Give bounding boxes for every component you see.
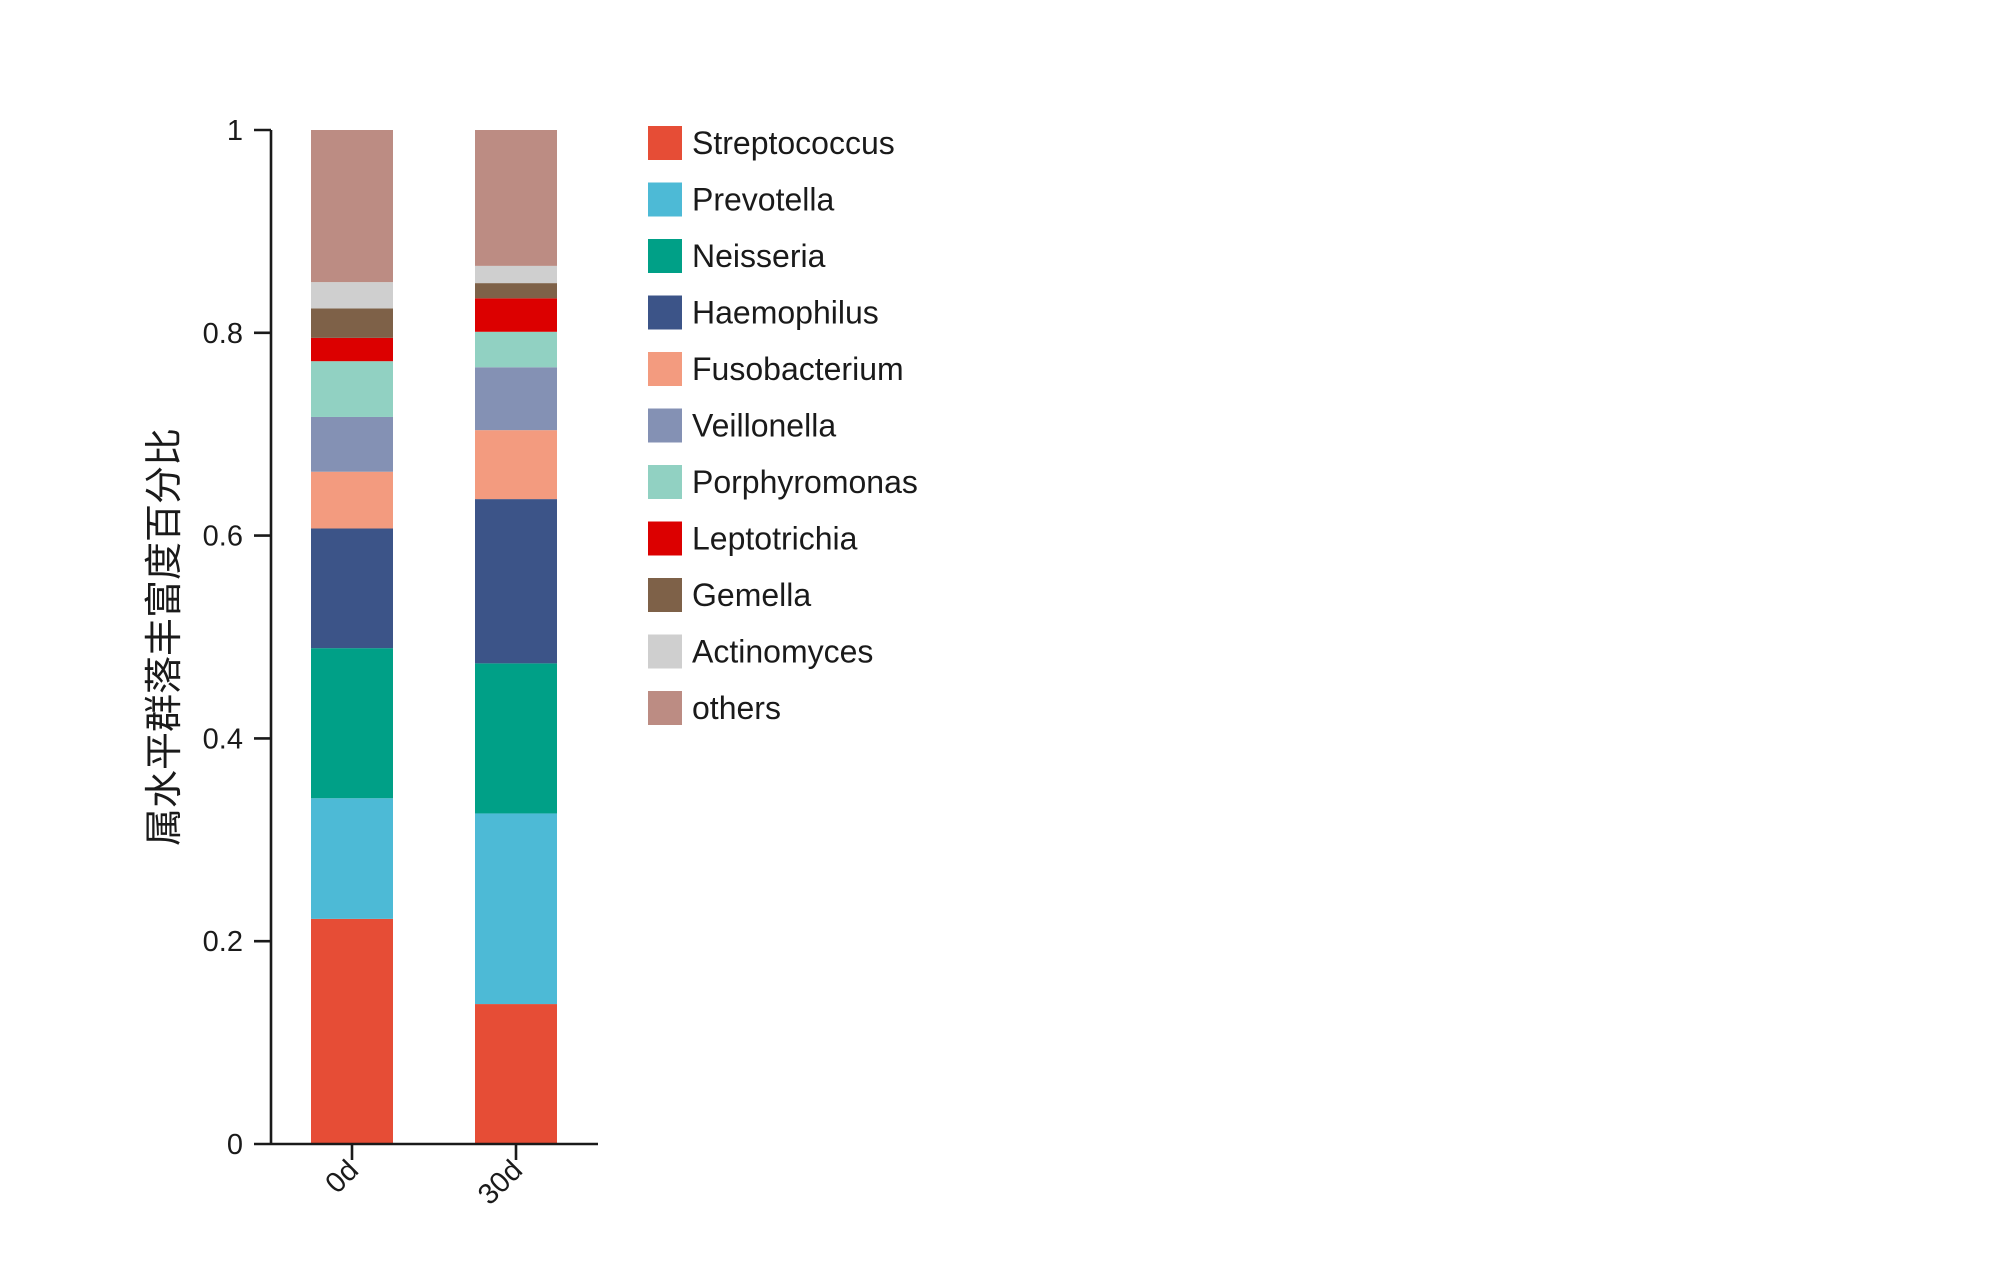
bar-segment-0d-neisseria: [311, 648, 393, 799]
bar-segment-30d-others: [475, 130, 557, 266]
legend-label: others: [692, 690, 781, 726]
bar-segment-30d-haemophilus: [475, 499, 557, 664]
bar-segment-30d-neisseria: [475, 663, 557, 814]
bar-segment-30d-streptococcus: [475, 1004, 557, 1144]
legend-label: Actinomyces: [692, 634, 873, 670]
legend-swatch: [648, 691, 682, 725]
bar-segment-0d-others: [311, 130, 393, 283]
legend: Streptococcus Prevotella Neisseria Haemophi…: [648, 125, 918, 726]
bar-segment-0d-porphyromonas: [311, 361, 393, 417]
y-tick-label: 0.4: [203, 723, 243, 755]
bar-segment-30d-leptotrichia: [475, 298, 557, 332]
legend-label: Prevotella: [692, 182, 835, 218]
y-ticks: 0 0.2 0.4 0.6 0.8 1: [203, 115, 271, 1161]
legend-swatch: [648, 521, 682, 556]
bar-segment-0d-actinomyces: [311, 282, 393, 309]
legend-swatch: [648, 578, 682, 612]
legend-swatch: [648, 126, 682, 160]
legend-swatch: [648, 352, 682, 386]
x-tick-label: 30d: [472, 1154, 529, 1211]
legend-swatch: [648, 239, 682, 273]
bar-segment-30d-gemella: [475, 283, 557, 299]
legend-label: Leptotrichia: [692, 521, 858, 557]
bar-segment-0d-prevotella: [311, 798, 393, 919]
legend-label: Veillonella: [692, 408, 836, 444]
legend-label: Fusobacterium: [692, 351, 904, 387]
y-tick-label: 0.6: [203, 521, 243, 553]
legend-label: Neisseria: [692, 238, 826, 274]
bar-segment-30d-porphyromonas: [475, 331, 557, 368]
bar-segment-0d-veillonella: [311, 416, 393, 472]
legend-label: Gemella: [692, 577, 811, 613]
legend-swatch: [648, 408, 682, 443]
x-ticks: 0d 30d: [320, 1144, 529, 1211]
bar-segment-0d-fusobacterium: [311, 471, 393, 529]
y-tick-label: 0.2: [203, 926, 243, 958]
bar-segment-30d-prevotella: [475, 813, 557, 1005]
legend-label: Streptococcus: [692, 125, 895, 161]
bar-segment-0d-streptococcus: [311, 918, 393, 1144]
legend-label: Porphyromonas: [692, 464, 918, 500]
bars-layer: [311, 130, 557, 1144]
bar-segment-30d-fusobacterium: [475, 430, 557, 500]
bar-segment-30d-actinomyces: [475, 265, 557, 284]
x-tick-label: 0d: [320, 1154, 365, 1199]
axes-layer: [269, 130, 598, 1146]
y-tick-label: 1: [227, 115, 243, 147]
bar-segment-30d-veillonella: [475, 367, 557, 431]
legend-swatch: [648, 295, 682, 330]
y-tick-label: 0.8: [203, 318, 243, 350]
bar-segment-0d-leptotrichia: [311, 337, 393, 362]
bar-segment-0d-gemella: [311, 308, 393, 338]
legend-swatch: [648, 182, 682, 217]
legend-swatch: [648, 634, 682, 669]
legend-label: Haemophilus: [692, 295, 879, 331]
legend-swatch: [648, 465, 682, 499]
bar-segment-0d-haemophilus: [311, 528, 393, 649]
y-tick-label: 0: [227, 1129, 243, 1161]
y-axis-label: 属水平群落丰富度百分比: [142, 428, 186, 846]
